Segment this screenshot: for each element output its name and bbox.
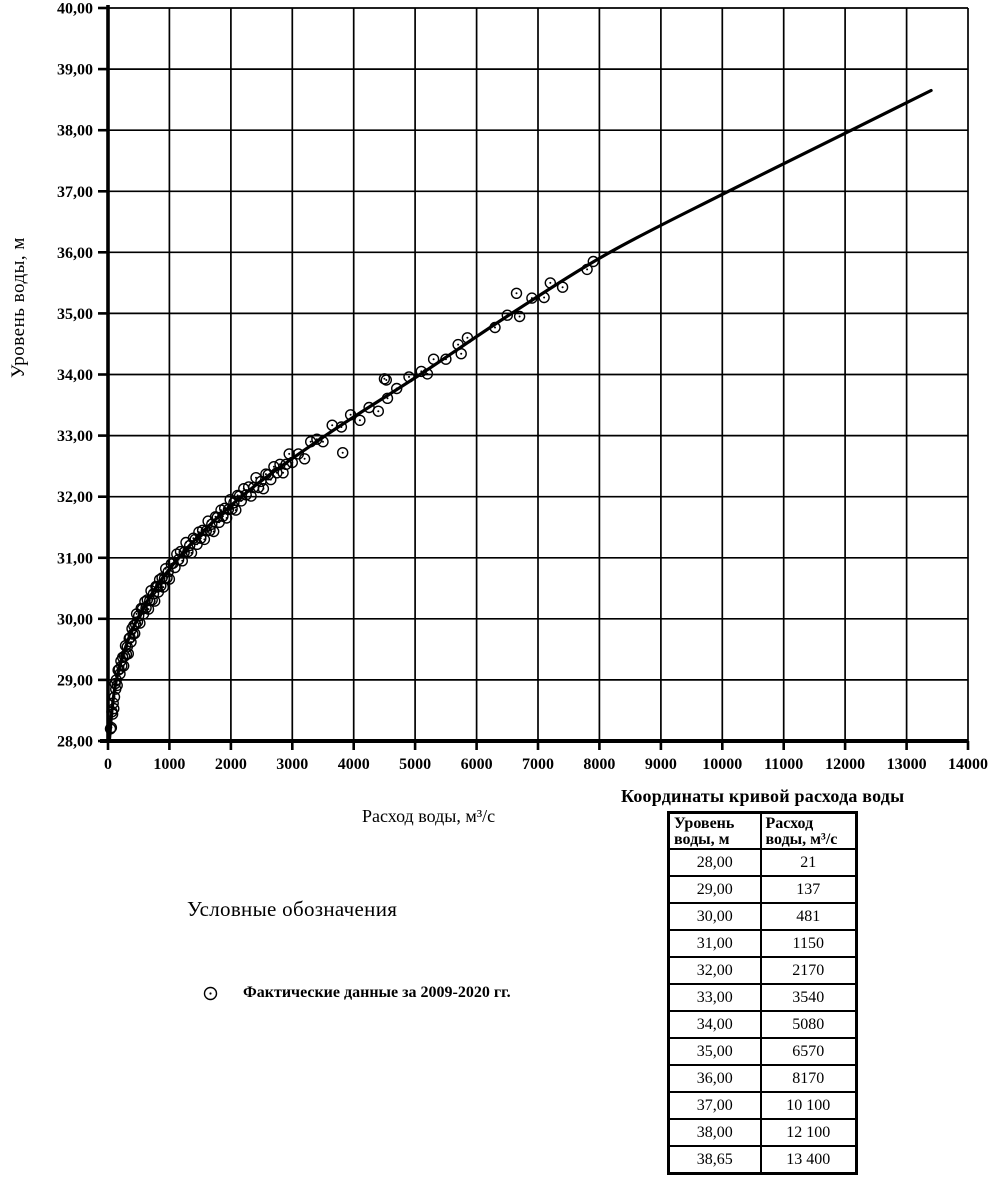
svg-text:35,00: 35,00 bbox=[57, 306, 93, 323]
y-axis-title: Уровень воды, м bbox=[8, 237, 29, 378]
legend-title: Условные обозначения bbox=[187, 897, 398, 921]
table-row: 33,00 3540 bbox=[667, 983, 858, 1012]
svg-text:4000: 4000 bbox=[338, 756, 370, 773]
level-header-line1: Уровень bbox=[674, 815, 735, 832]
svg-text:28,00: 28,00 bbox=[57, 734, 93, 751]
level-cell: 38,65 bbox=[667, 1145, 762, 1175]
svg-text:11000: 11000 bbox=[764, 756, 803, 773]
legend-item: Фактические данные за 2009-2020 гг. bbox=[202, 984, 511, 1002]
discharge-cell: 8170 bbox=[759, 1064, 858, 1093]
svg-text:3000: 3000 bbox=[276, 756, 308, 773]
discharge-cell: 481 bbox=[759, 902, 858, 931]
table-row: 37,00 10 100 bbox=[667, 1091, 858, 1120]
table-row: 38,65 13 400 bbox=[667, 1145, 858, 1175]
svg-text:30,00: 30,00 bbox=[57, 611, 93, 628]
rating-curve-line bbox=[107, 88, 933, 743]
discharge-cell: 6570 bbox=[759, 1037, 858, 1066]
svg-text:34,00: 34,00 bbox=[57, 367, 93, 384]
svg-text:14000: 14000 bbox=[948, 756, 988, 773]
discharge-cell: 13 400 bbox=[759, 1145, 858, 1175]
table-row: 36,00 8170 bbox=[667, 1064, 858, 1093]
level-header-line2: воды, м bbox=[674, 831, 730, 848]
svg-text:5000: 5000 bbox=[399, 756, 431, 773]
circle-dot-icon bbox=[203, 986, 218, 1000]
axis-ticks bbox=[98, 6, 970, 750]
level-cell: 32,00 bbox=[667, 956, 762, 985]
discharge-cell: 10 100 bbox=[759, 1091, 858, 1120]
axes bbox=[100, 5, 968, 743]
table-row: 30,00 481 bbox=[667, 902, 858, 931]
svg-text:36,00: 36,00 bbox=[57, 245, 93, 262]
svg-text:33,00: 33,00 bbox=[57, 428, 93, 445]
svg-text:13000: 13000 bbox=[887, 756, 927, 773]
discharge-cell: 2170 bbox=[759, 956, 858, 985]
table-header-row: Уровень воды, м Расход воды, м³/с bbox=[667, 811, 858, 850]
svg-text:0: 0 bbox=[104, 756, 112, 773]
discharge-cell: 12 100 bbox=[759, 1118, 858, 1147]
table-row: 35,00 6570 bbox=[667, 1037, 858, 1066]
level-cell: 33,00 bbox=[667, 983, 762, 1012]
axis-tick-labels: 0 1000 2000 3000 4000 5000 6000 7000 8000 9000 100… bbox=[57, 1, 988, 774]
level-cell: 29,00 bbox=[667, 875, 762, 904]
level-column-header: Уровень воды, м bbox=[667, 811, 762, 850]
table-row: 28,00 21 bbox=[667, 848, 858, 877]
discharge-cell: 1150 bbox=[759, 929, 858, 958]
svg-text:39,00: 39,00 bbox=[57, 62, 93, 79]
table-row: 29,00 137 bbox=[667, 875, 858, 904]
x-axis-title: Расход воды, м³/с bbox=[362, 806, 496, 826]
legend-item-label: Фактические данные за 2009-2020 гг. bbox=[243, 984, 511, 1001]
svg-text:2000: 2000 bbox=[215, 756, 247, 773]
table-title: Координаты кривой расхода воды bbox=[621, 786, 905, 806]
discharge-table: Уровень воды, м Расход воды, м³/с 28,00 21 2… bbox=[667, 811, 858, 1175]
level-cell: 30,00 bbox=[667, 902, 762, 931]
svg-text:12000: 12000 bbox=[825, 756, 865, 773]
level-cell: 28,00 bbox=[667, 848, 762, 877]
discharge-header-line1: Расход bbox=[765, 815, 814, 832]
svg-text:37,00: 37,00 bbox=[57, 184, 93, 201]
svg-text:7000: 7000 bbox=[522, 756, 554, 773]
svg-text:32,00: 32,00 bbox=[57, 489, 93, 506]
gridlines bbox=[108, 7, 969, 741]
svg-text:40,00: 40,00 bbox=[57, 1, 93, 18]
level-cell: 34,00 bbox=[667, 1010, 762, 1039]
level-cell: 37,00 bbox=[667, 1091, 762, 1120]
table-row: 38,00 12 100 bbox=[667, 1118, 858, 1147]
svg-text:1000: 1000 bbox=[153, 756, 185, 773]
discharge-cell: 137 bbox=[759, 875, 858, 904]
level-cell: 36,00 bbox=[667, 1064, 762, 1093]
level-cell: 35,00 bbox=[667, 1037, 762, 1066]
svg-text:6000: 6000 bbox=[461, 756, 493, 773]
discharge-cell: 5080 bbox=[759, 1010, 858, 1039]
svg-text:38,00: 38,00 bbox=[57, 123, 93, 140]
svg-text:31,00: 31,00 bbox=[57, 550, 93, 567]
table-row: 31,00 1150 bbox=[667, 929, 858, 958]
discharge-cell: 3540 bbox=[759, 983, 858, 1012]
svg-text:10000: 10000 bbox=[702, 756, 742, 773]
discharge-column-header: Расход воды, м³/с bbox=[759, 811, 858, 850]
table-row: 34,00 5080 bbox=[667, 1010, 858, 1039]
svg-text:9000: 9000 bbox=[645, 756, 677, 773]
discharge-table-body: 28,00 21 29,00 137 30,00 481 31,00 1150 32,00 217… bbox=[667, 848, 858, 1175]
rating-curve-chart: 0 1000 2000 3000 4000 5000 6000 7000 8000 9000 100… bbox=[57, 1, 988, 774]
table-row: 32,00 2170 bbox=[667, 956, 858, 985]
level-cell: 38,00 bbox=[667, 1118, 762, 1147]
level-cell: 31,00 bbox=[667, 929, 762, 958]
scatter-points bbox=[104, 255, 599, 735]
discharge-cell: 21 bbox=[759, 848, 858, 877]
svg-text:29,00: 29,00 bbox=[57, 672, 93, 689]
svg-text:8000: 8000 bbox=[583, 756, 615, 773]
discharge-header-line2: воды, м³/с bbox=[765, 831, 838, 848]
